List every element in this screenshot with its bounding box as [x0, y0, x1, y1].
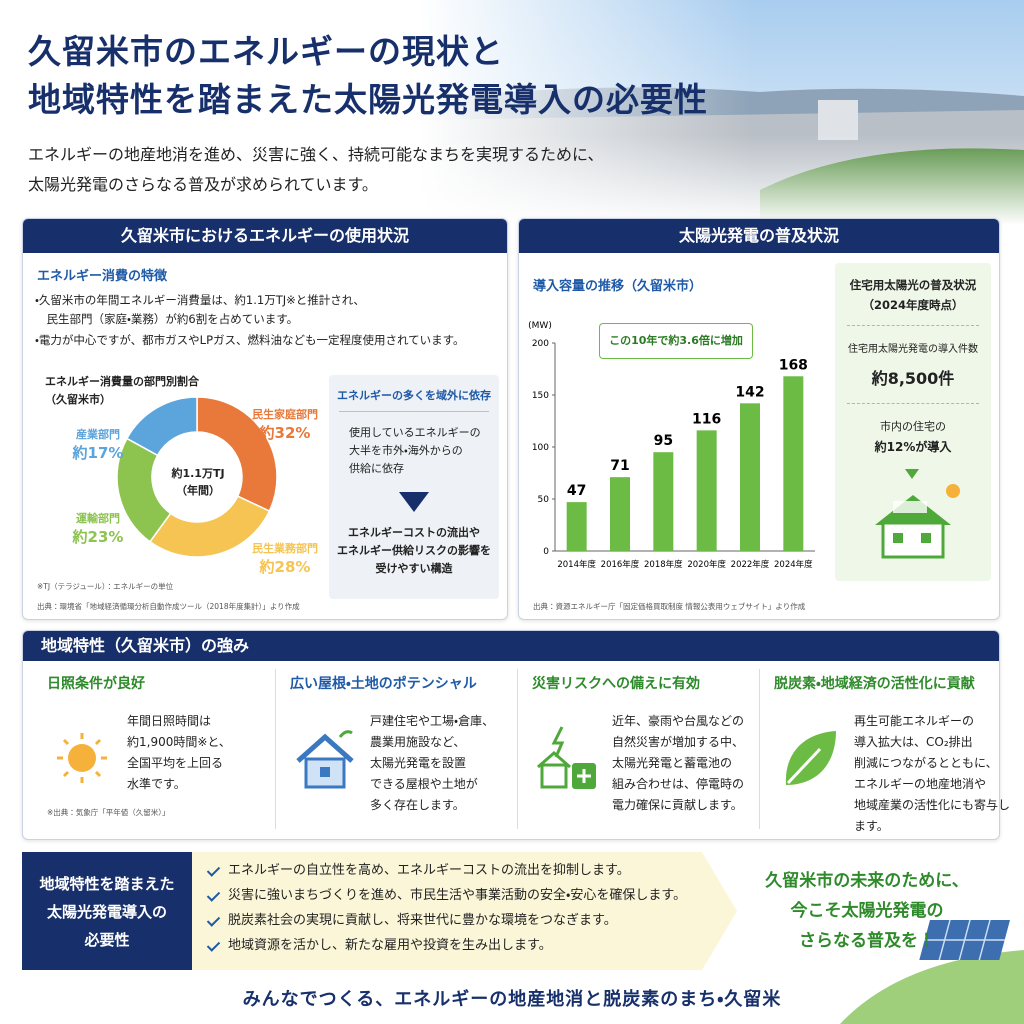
strength-item: 広い屋根・土地のポテンシャル戸建住宅や工場・倉庫、 農業用施設など、 太陽光発電…	[275, 669, 511, 829]
strengths-panel: 地域特性（久留米市）の強み 日照条件が良好年間日照時間は 約1,900時間※と、…	[22, 630, 1010, 840]
panel-heading: 地域特性（久留米市）の強み	[23, 631, 999, 661]
y-tick-label: 100	[532, 443, 549, 453]
y-tick-label: 150	[532, 391, 549, 401]
slice-category: 運輸部門	[76, 511, 120, 525]
y-axis-label: (MW)	[528, 321, 552, 331]
strength-icon	[785, 731, 836, 785]
bar-label: 168	[779, 357, 808, 373]
lead-line: 太陽光発電のさらなる普及が求められています。	[28, 175, 378, 194]
share-label: 市内の住宅の	[880, 420, 946, 433]
bar	[740, 403, 760, 551]
x-tick-label: 2024年度	[774, 559, 813, 570]
strength-item: 災害リスクへの備えに有効近年、豪雨や台風などの 自然災害が増加する中、 太陽光発…	[517, 669, 753, 829]
strength-title: 災害リスクへの備えに有効	[532, 676, 700, 692]
strength-title: 日照条件が良好	[47, 676, 145, 692]
slice-category: 民生家庭部門	[252, 407, 318, 421]
title-line: 久留米市のエネルギーの現状と	[28, 32, 504, 71]
count: 約8,500件	[871, 369, 955, 388]
x-tick-label: 2018年度	[644, 559, 683, 570]
lead-line: エネルギーの地産地消を進め、災害に強く、持続可能なまちを実現するために、	[28, 145, 604, 164]
x-tick-label: 2020年度	[687, 559, 726, 570]
bar-label: 71	[610, 458, 629, 474]
strength-note: ※出典：気象庁「平年値（久留米）」	[47, 808, 170, 817]
necessity-label: 地域特性を踏まえた 太陽光発電導入の 必要性	[22, 852, 192, 970]
title: 久留米市のエネルギーの現状と 地域特性を踏まえた太陽光発電導入の必要性	[28, 28, 708, 124]
bar-label: 47	[567, 483, 586, 499]
usage-panel: 久留米市におけるエネルギーの使用状況 エネルギー消費の特徴 ・久留米市の年間エネ…	[22, 218, 508, 620]
center-label: 約1.1万TJ （年間）	[171, 467, 225, 497]
x-tick-label: 2022年度	[731, 559, 770, 570]
box-title: 住宅用太陽光の普及状況 （2024年度時点）	[849, 278, 977, 312]
slice-label: 約17%	[72, 444, 124, 462]
message: 久留米市の未来のために、 今こそ太陽光発電の さらなる普及を！	[765, 871, 969, 951]
bar	[566, 502, 587, 551]
strength-text: 再生可能エネルギーの 導入拡大は、CO₂排出 削減につながるとともに、 エネルギ…	[854, 714, 1011, 833]
point: 災害に強いまちづくりを進め、市民生活や事業活動の安全・安心を確保します。	[206, 883, 716, 908]
callout-title: エネルギーの多くを域外に依存	[337, 389, 491, 402]
share: 約12%が導入	[874, 440, 952, 454]
slice-category: 民生業務部門	[252, 541, 318, 555]
y-tick-label: 50	[538, 495, 550, 505]
panel-heading: 久留米市におけるエネルギーの使用状況	[23, 219, 507, 253]
x-tick-label: 2014年度	[557, 559, 596, 570]
source: 出典：環境省「地域経済循環分析自動作成ツール（2018年度集計）」より作成	[37, 602, 300, 611]
y-tick-label: 200	[532, 339, 549, 349]
strength-title: 脱炭素・地域経済の活性化に貢献	[774, 676, 975, 692]
title-line: 地域特性を踏まえた太陽光発電導入の必要性	[28, 80, 708, 119]
lead: エネルギーの地産地消を進め、災害に強く、持続可能なまちを実現するために、 太陽光…	[28, 140, 604, 200]
strength-icon	[537, 726, 596, 789]
strength-item: 日照条件が良好年間日照時間は 約1,900時間※と、 全国平均を上回る 水準です…	[33, 669, 269, 829]
donut-slice	[125, 396, 198, 457]
count-label: 住宅用太陽光発電の導入件数	[848, 344, 978, 355]
donut-slice	[196, 396, 278, 513]
annotation: この10年で約3.6倍に増加	[599, 323, 753, 359]
bar-label: 142	[735, 384, 764, 400]
bar	[653, 452, 674, 551]
slogan: みんなでつくる、エネルギーの地産地消と脱炭素のまち・久留米	[242, 989, 782, 1010]
note: ※TJ（テラジュール）：エネルギーの単位	[37, 582, 174, 591]
bar	[696, 430, 717, 551]
callout-result: エネルギーコストの流出や エネルギー供給リスクの影響を 受けやすい構造	[337, 526, 491, 575]
chart-title: エネルギー消費量の部門別割合 （久留米市）	[45, 375, 199, 406]
strength-icon	[296, 730, 354, 789]
strength-icon	[57, 733, 107, 783]
y-tick-label: 0	[543, 547, 549, 557]
bar	[783, 376, 804, 551]
slice-label: 約23%	[72, 528, 124, 546]
strength-text: 近年、豪雨や台風などの 自然災害が増加する中、 太陽光発電と蓄電池の 組み合わせ…	[612, 714, 745, 812]
source: 出典：資源エネルギー庁「固定価格買取制度 情報公表用ウェブサイト」より作成	[533, 602, 806, 611]
strength-item: 脱炭素・地域経済の活性化に貢献再生可能エネルギーの 導入拡大は、CO₂排出 削減…	[759, 669, 1010, 833]
bar	[610, 477, 630, 551]
necessity-points: エネルギーの自立性を高め、エネルギーコストの流出を抑制します。 災害に強いまちづ…	[206, 858, 716, 958]
bullet: ・久留米市の年間エネルギー消費量は、約1.1万TJ※と推計され、 民生部門（家庭…	[35, 293, 365, 326]
strength-text: 年間日照時間は 約1,900時間※と、 全国平均を上回る 水準です。	[127, 714, 231, 791]
subheading: エネルギー消費の特徴	[37, 269, 168, 284]
callout: エネルギーの多くを域外に依存 使用しているエネルギーの 大半を市外・海外からの …	[329, 375, 499, 599]
slice-label: 約28%	[259, 558, 311, 576]
strength-text: 戸建住宅や工場・倉庫、 農業用施設など、 太陽光発電を設置 できる屋根や土地が …	[370, 714, 495, 812]
strength-title: 広い屋根・土地のポテンシャル	[290, 676, 477, 692]
chart-title: 導入容量の推移（久留米市）	[533, 279, 703, 294]
bar-label: 116	[692, 411, 721, 427]
panel-heading: 太陽光発電の普及状況	[519, 219, 999, 253]
point: エネルギーの自立性を高め、エネルギーコストの流出を抑制します。	[206, 858, 716, 883]
point: 地域資源を活かし、新たな雇用や投資を生み出します。	[206, 933, 716, 958]
bar-chart: (MW) 0 50 100 150 200 47 2014年度 71 2016年度 95 2018年度…	[528, 321, 815, 570]
x-tick-label: 2016年度	[601, 559, 640, 570]
slice-category: 産業部門	[76, 427, 120, 441]
callout-text: 使用しているエネルギーの 大半を市外・海外からの 供給に依存	[349, 426, 481, 475]
residential-box: 住宅用太陽光の普及状況 （2024年度時点） 住宅用太陽光発電の導入件数 約8,…	[835, 263, 991, 581]
bar-label: 95	[654, 433, 673, 449]
arrow-icon	[399, 492, 429, 512]
point: 脱炭素社会の実現に貢献し、将来世代に豊かな環境をつなぎます。	[206, 908, 716, 933]
slice-label: 約32%	[259, 424, 311, 442]
bullet: ・電力が中心ですが、都市ガスやLPガス、燃料油なども一定程度使用されています。	[35, 333, 465, 347]
house-icon	[875, 469, 960, 559]
